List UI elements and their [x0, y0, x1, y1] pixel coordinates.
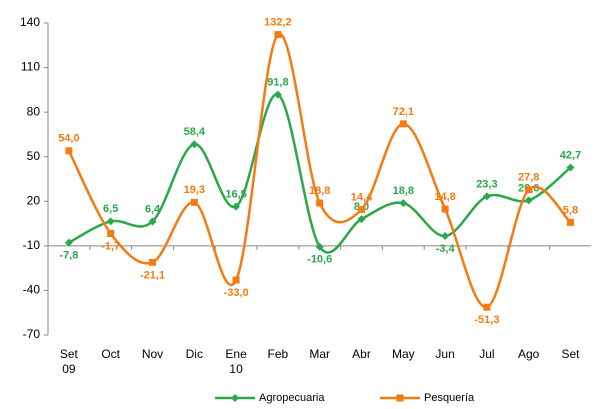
marker: [524, 196, 533, 205]
data-label: -7,8: [59, 249, 78, 261]
legend-label: Pesquería: [424, 392, 475, 404]
y-tick-label: 20: [27, 193, 41, 207]
marker: [315, 242, 324, 251]
series-line: [68, 93, 572, 254]
data-label: 16,5: [225, 188, 246, 200]
x-tick-label: Jul: [479, 347, 495, 361]
data-label: -10,6: [307, 254, 332, 266]
marker: [148, 217, 157, 226]
marker: [441, 205, 449, 213]
x-tick-label: Ene 10: [225, 347, 247, 376]
marker: [232, 276, 240, 284]
marker: [232, 202, 241, 211]
y-tick-label: 50: [27, 149, 41, 163]
data-label: 23,3: [476, 178, 497, 190]
marker: [358, 206, 365, 214]
data-label: 6,4: [145, 203, 161, 215]
data-label: -1,7: [101, 240, 120, 252]
legend-label: Agropecuaria: [259, 392, 325, 404]
x-tick-label: Abr: [352, 347, 371, 361]
marker: [107, 230, 115, 238]
data-label: 18,8: [309, 185, 330, 197]
y-tick-label: -10: [23, 238, 41, 252]
data-label: 54,0: [58, 133, 79, 145]
data-label: 42,7: [560, 149, 581, 161]
x-tick-label: Feb: [267, 347, 289, 361]
legend-marker: [396, 394, 404, 402]
marker: [399, 199, 408, 208]
marker: [64, 238, 73, 247]
x-tick-label: Mar: [309, 347, 331, 361]
x-tick-label: Ago: [518, 347, 540, 361]
y-tick-label: -40: [23, 283, 41, 297]
data-label: -21,1: [140, 269, 165, 281]
data-label: 27,8: [518, 172, 539, 184]
data-label: 5,8: [563, 204, 578, 216]
marker: [316, 199, 324, 207]
data-label: 14,8: [434, 191, 455, 203]
data-label: -33,0: [224, 287, 249, 299]
marker: [274, 31, 282, 39]
marker: [149, 258, 156, 266]
series-line: [67, 32, 572, 309]
data-label: 19,3: [184, 184, 205, 196]
marker: [483, 303, 491, 311]
x-tick-label: Set 09: [59, 347, 78, 376]
marker: [567, 218, 574, 226]
data-label: 18,8: [393, 185, 414, 197]
data-label: 58,4: [184, 126, 206, 138]
marker: [190, 140, 199, 149]
data-label: -51,3: [474, 314, 499, 326]
data-label: -3,4: [436, 243, 456, 255]
marker: [65, 147, 73, 155]
data-label: 14,4: [351, 192, 373, 204]
x-tick-label: Nov: [141, 347, 164, 361]
marker: [399, 120, 407, 128]
data-label: 72,1: [393, 106, 414, 118]
y-tick-label: 140: [20, 15, 40, 29]
x-tick-label: May: [391, 347, 415, 361]
y-tick-label: 110: [21, 60, 40, 74]
marker: [273, 90, 282, 99]
legend-marker: [231, 394, 239, 402]
marker: [106, 217, 115, 226]
x-tick-label: Set: [561, 347, 580, 361]
data-label: 6,5: [103, 203, 118, 215]
marker: [441, 232, 450, 241]
marker: [482, 192, 491, 201]
marker: [190, 198, 198, 206]
data-label: 91,8: [267, 77, 288, 89]
x-tick-label: Dic: [185, 347, 203, 361]
y-tick-label: 80: [27, 104, 41, 118]
marker: [566, 163, 575, 172]
marker: [525, 186, 533, 194]
y-tick-label: -70: [23, 327, 41, 341]
data-label: 132,2: [264, 16, 292, 28]
x-tick-label: Oct: [101, 347, 121, 361]
marker: [357, 215, 366, 224]
x-tick-label: Jun: [435, 347, 455, 361]
